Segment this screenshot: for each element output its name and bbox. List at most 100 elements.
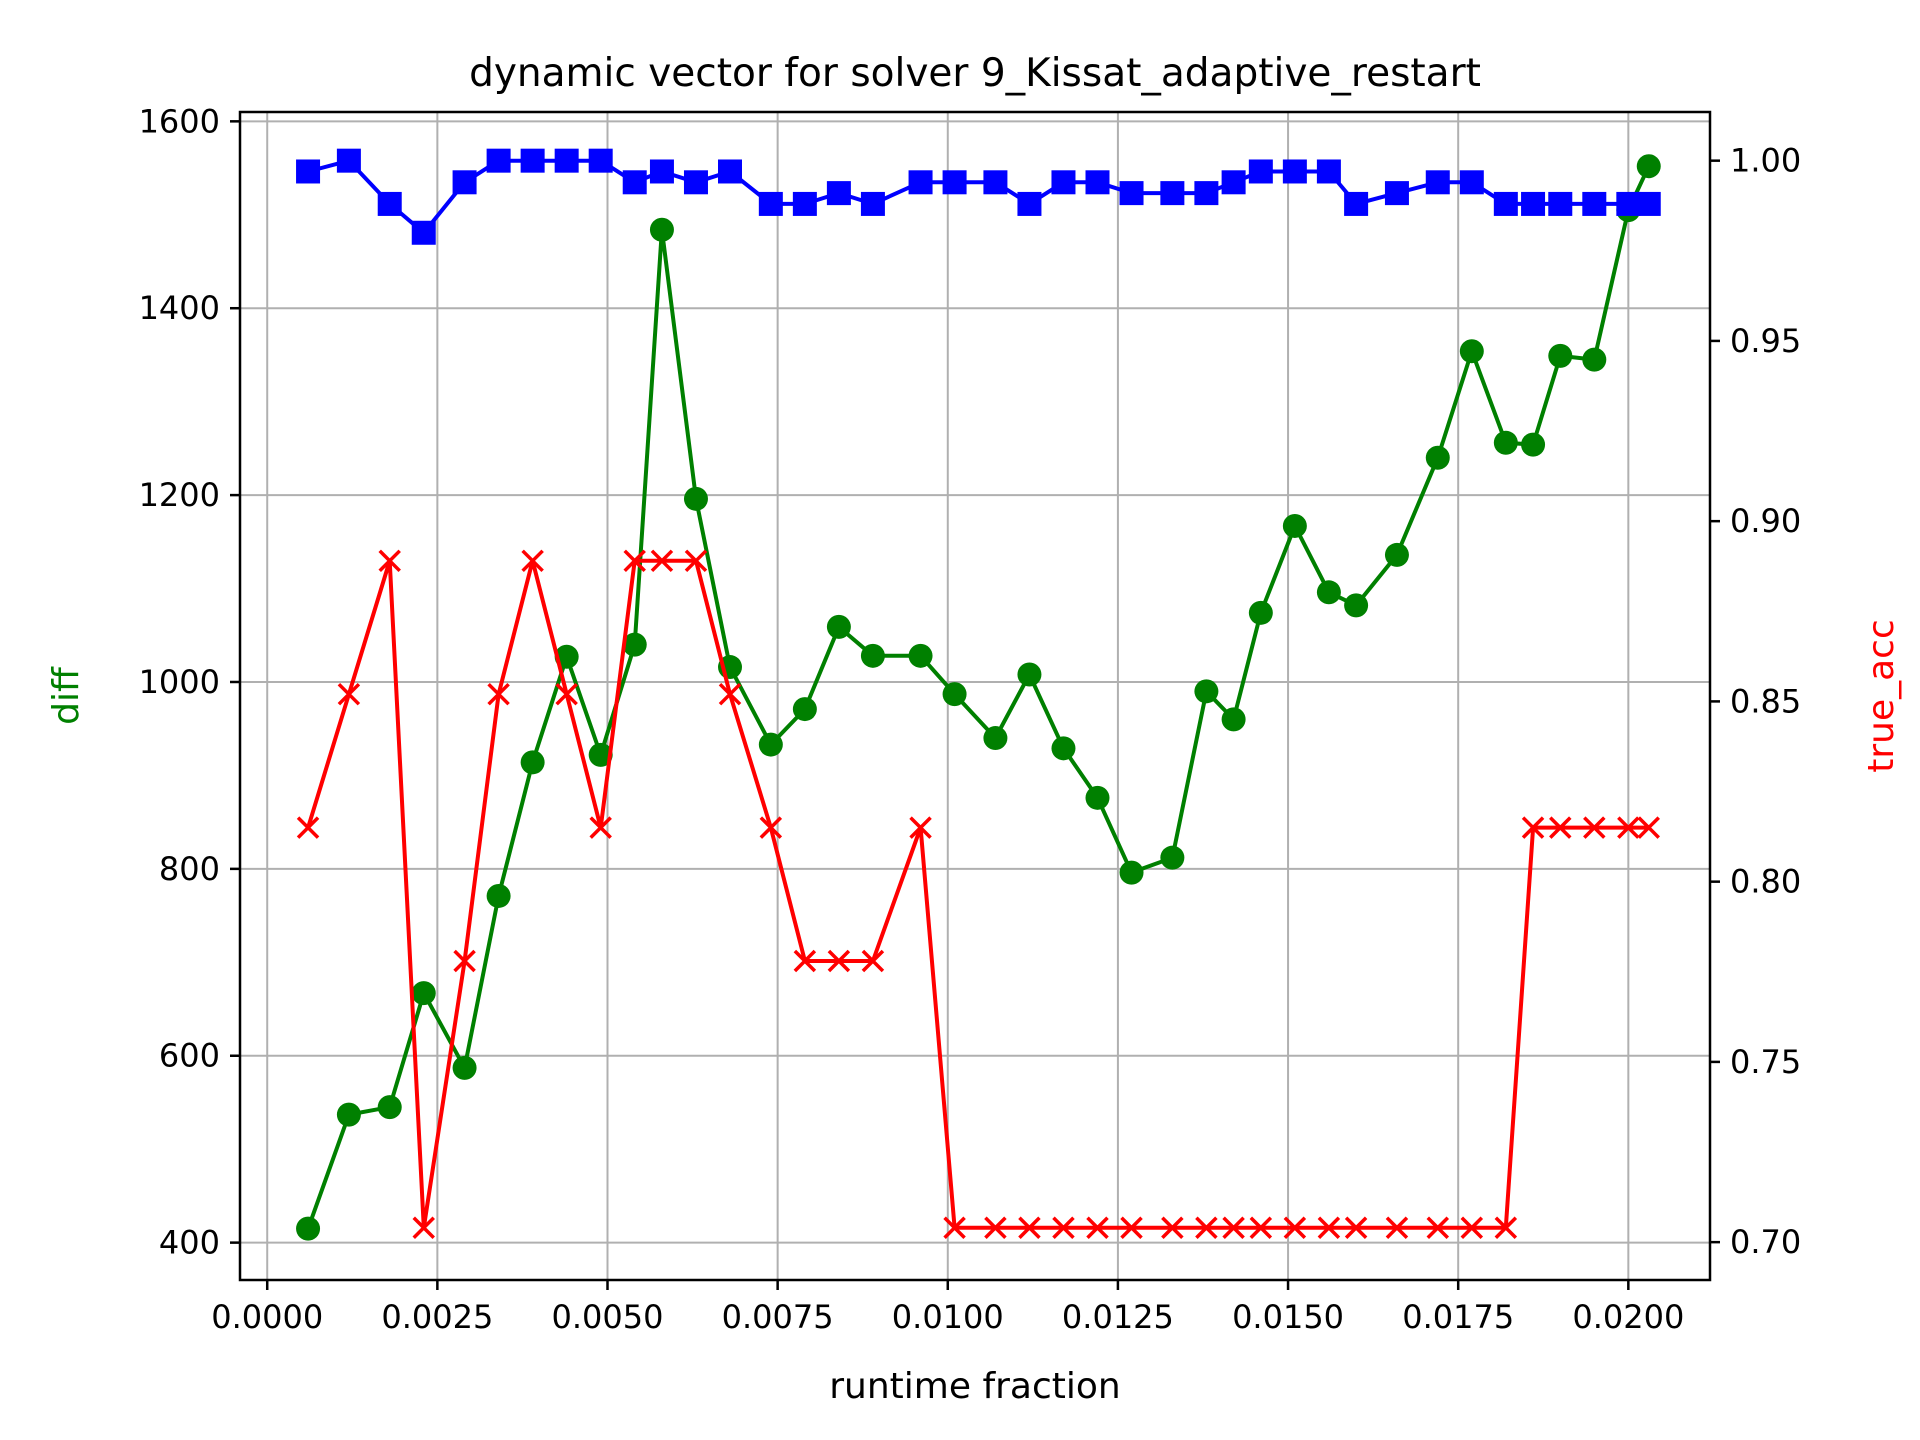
blue_series-point — [588, 148, 613, 173]
true_acc-point — [1521, 816, 1545, 839]
diff-point — [377, 1095, 402, 1120]
true_acc-point — [453, 949, 476, 973]
true_acc-point — [378, 549, 401, 573]
blue_series-point — [452, 170, 477, 195]
diff-point — [1282, 513, 1307, 538]
diff-point — [826, 614, 851, 639]
blue_series-point — [1521, 191, 1546, 216]
true_acc-point — [412, 1216, 435, 1239]
true_acc-point — [650, 549, 674, 573]
diff-point — [1344, 593, 1369, 618]
blue_series-point — [1616, 191, 1641, 216]
x-tick-label: 0.0100 — [892, 1298, 1004, 1336]
true_acc-point — [759, 816, 783, 839]
true_acc-point — [1161, 1216, 1184, 1239]
true_acc-point — [337, 682, 361, 706]
y-left-tick-label: 800 — [159, 850, 220, 888]
true_acc-point — [1617, 816, 1640, 839]
x-tick-label: 0.0025 — [381, 1298, 493, 1336]
true_acc-point — [1583, 816, 1606, 839]
diff-point — [411, 981, 436, 1006]
blue_series-point — [908, 170, 933, 195]
diff-point — [683, 486, 708, 511]
true_acc-point — [521, 549, 544, 573]
y-right-tick-label: 0.85 — [1730, 682, 1801, 720]
blue_series-point — [792, 191, 817, 216]
blue_series-point — [377, 191, 402, 216]
true_acc-point — [1086, 1216, 1109, 1239]
y-left-tick-label: 1000 — [139, 663, 220, 701]
y-left-tick-label: 1200 — [139, 476, 220, 514]
blue_series-point — [1194, 181, 1219, 206]
blue_series-line — [307, 158, 1649, 235]
diff-point — [1221, 707, 1246, 732]
y-right-tick-label: 0.75 — [1730, 1043, 1801, 1081]
blue_series-point — [1248, 159, 1273, 184]
diff-point — [486, 883, 511, 908]
plot-frame — [238, 110, 1712, 1282]
diff-point — [860, 643, 885, 668]
blue_series-point — [1459, 170, 1484, 195]
true_acc-point — [684, 549, 708, 573]
y-left-tick-label: 400 — [159, 1224, 220, 1262]
blue_series-point — [1493, 191, 1518, 216]
true_acc-point — [1052, 1216, 1075, 1239]
diff-point — [758, 732, 783, 757]
diff-point — [649, 217, 674, 242]
x-tick-label: 0.0175 — [1402, 1298, 1514, 1336]
y-left-tick-label: 1400 — [139, 289, 220, 327]
x-tick-label: 0.0000 — [211, 1298, 323, 1336]
blue_series-point — [1221, 170, 1246, 195]
blue_series-point — [649, 159, 674, 184]
blue_series-point — [336, 148, 361, 173]
ticks: 0.0000 0.0025 0.0050 0.0075 0.0100 0.0125 0.01… — [139, 102, 1802, 1336]
y-left-axis-label: diff — [46, 666, 87, 725]
true_acc-point — [1120, 1216, 1143, 1239]
diff-point — [296, 1216, 321, 1241]
blue_series-point — [411, 220, 436, 245]
diff-point — [1636, 154, 1661, 179]
true_acc-point — [1637, 816, 1660, 839]
blue_series-point — [1384, 181, 1409, 206]
diff-point — [452, 1055, 477, 1080]
diff-point — [1160, 845, 1185, 870]
true_acc-point — [1222, 1216, 1245, 1239]
diff-point — [1384, 542, 1409, 567]
blue_series-point — [1282, 159, 1307, 184]
true_acc-point — [861, 949, 885, 973]
blue_series-point — [1160, 181, 1185, 206]
true_acc-point — [718, 682, 742, 706]
blue_series-point — [1636, 191, 1661, 216]
true_acc-point — [1344, 1216, 1368, 1239]
true_acc-point — [1549, 816, 1572, 839]
x-tick-label: 0.0125 — [1062, 1298, 1174, 1336]
y-right-tick-label: 0.90 — [1730, 502, 1801, 540]
diff-point — [588, 742, 613, 767]
diff-point — [1459, 339, 1484, 364]
diff-point — [1194, 679, 1219, 704]
diff-point — [1017, 662, 1042, 687]
diff-point — [942, 682, 967, 707]
blue_series-point — [1017, 191, 1042, 216]
x-tick-label: 0.0075 — [722, 1298, 834, 1336]
diff-point — [622, 632, 647, 657]
x-axis-label: runtime fraction — [829, 1366, 1121, 1407]
diff-point — [1493, 430, 1518, 455]
diff-point — [336, 1102, 361, 1127]
diff-point — [1316, 580, 1341, 605]
x-tick-label: 0.0200 — [1572, 1298, 1684, 1336]
blue_series-point — [554, 148, 579, 173]
true_acc-point — [1385, 1216, 1409, 1239]
diff-point — [983, 726, 1008, 751]
blue_series-point — [826, 181, 851, 206]
diff-point — [520, 750, 545, 775]
chart-title: dynamic vector for solver 9_Kissat_adapt… — [469, 51, 1481, 96]
blue_series-point — [1051, 170, 1076, 195]
blue_series-point — [1316, 159, 1341, 184]
true_acc-point — [827, 949, 851, 973]
true_acc-point — [1494, 1216, 1518, 1239]
blue_series-point — [983, 170, 1008, 195]
blue_series-point — [942, 170, 967, 195]
true_acc-point — [1249, 1216, 1273, 1239]
